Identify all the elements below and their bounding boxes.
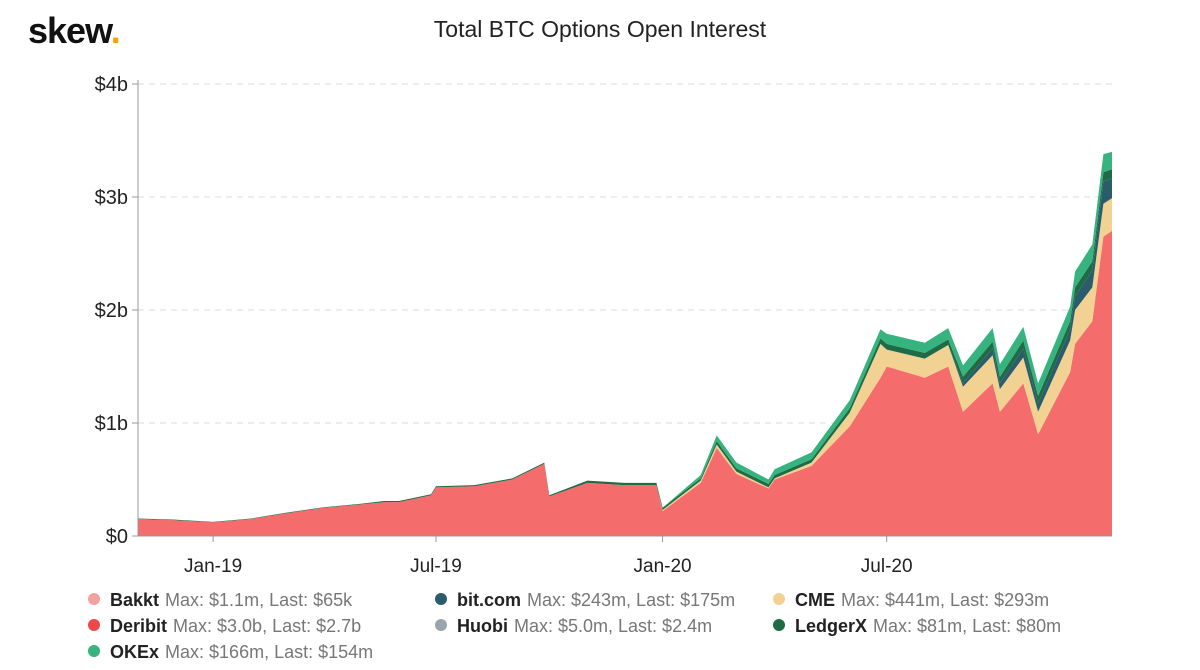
- legend-series-name: CME: [795, 590, 835, 610]
- chart-title: Total BTC Options Open Interest: [433, 16, 767, 42]
- legend-series-name: Bakkt: [110, 590, 160, 610]
- legend-series-stats: Max: $5.0m, Last: $2.4m: [514, 616, 713, 636]
- legend-item-bakkt[interactable]: Bakkt Max: $1.1m, Last: $65k: [88, 590, 352, 611]
- legend-series-name: LedgerX: [795, 616, 868, 636]
- legend-series-stats: Max: $441m, Last: $293m: [841, 590, 1050, 610]
- legend-item-deribit[interactable]: Deribit Max: $3.0b, Last: $2.7b: [88, 616, 361, 637]
- legend-series-stats: Max: $243m, Last: $175m: [527, 590, 736, 610]
- y-tick-label: $1b: [95, 413, 128, 435]
- legend-item-cme[interactable]: CME Max: $441m, Last: $293m: [773, 590, 1049, 611]
- legend-series-stats: Max: $166m, Last: $154m: [165, 642, 374, 662]
- x-tick-label: Jan-19: [184, 556, 242, 577]
- legend-marker-icon: [435, 593, 447, 605]
- brand-name: skew: [28, 10, 112, 51]
- area-series-deribit: [138, 230, 1112, 536]
- legend-series-name: bit.com: [457, 590, 522, 610]
- brand-dot: .: [110, 10, 121, 51]
- legend-marker-icon: [88, 619, 100, 631]
- x-tick-label: Jul-19: [410, 556, 462, 577]
- brand-logo: skew.: [28, 10, 121, 52]
- legend-series-name: OKEx: [110, 642, 160, 662]
- legend-item-huobi[interactable]: Huobi Max: $5.0m, Last: $2.4m: [435, 616, 712, 637]
- legend-series-name: Huobi: [457, 616, 508, 636]
- x-tick-label: Jul-20: [861, 556, 913, 577]
- legend-marker-icon: [773, 619, 785, 631]
- y-tick-label: $0: [106, 526, 128, 548]
- area-series-cme: [138, 198, 1112, 523]
- y-tick-label: $2b: [95, 300, 128, 322]
- legend-series-stats: Max: $81m, Last: $80m: [873, 616, 1062, 636]
- legend-series-name: Deribit: [110, 616, 168, 636]
- legend-item-okex[interactable]: OKEx Max: $166m, Last: $154m: [88, 642, 373, 663]
- legend-marker-icon: [88, 645, 100, 657]
- legend-item-bitcom[interactable]: bit.com Max: $243m, Last: $175m: [435, 590, 735, 611]
- y-tick-label: $4b: [95, 74, 128, 96]
- legend-marker-icon: [773, 593, 785, 605]
- legend-series-stats: Max: $1.1m, Last: $65k: [165, 590, 353, 610]
- legend-marker-icon: [88, 593, 100, 605]
- y-tick-label: $3b: [95, 187, 128, 209]
- x-tick-label: Jan-20: [634, 556, 692, 577]
- legend-item-ledgerx[interactable]: LedgerX Max: $81m, Last: $80m: [773, 616, 1061, 637]
- legend-marker-icon: [435, 619, 447, 631]
- legend-series-stats: Max: $3.0b, Last: $2.7b: [173, 616, 362, 636]
